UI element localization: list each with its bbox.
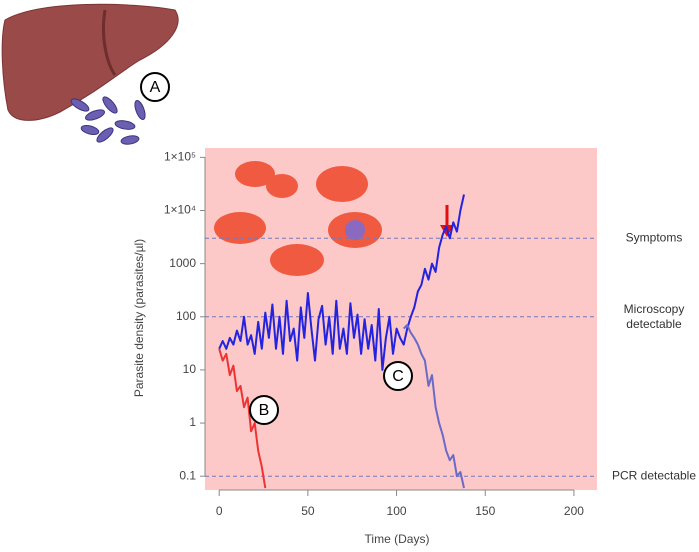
reference-label: PCR detectable — [611, 468, 697, 483]
x-tick-label: 150 — [475, 504, 495, 518]
x-tick-label: 0 — [216, 504, 223, 518]
series-line — [218, 194, 465, 371]
y-tick-label: 1 — [189, 415, 196, 429]
annotation: B — [259, 402, 270, 419]
rbc-illustration — [214, 161, 382, 276]
series-line — [218, 348, 267, 489]
y-tick-label: 1000 — [169, 256, 196, 270]
annotation-c: C — [383, 361, 413, 391]
x-axis-label: Time (Days) — [365, 532, 430, 546]
annotation-a: A — [140, 72, 170, 102]
y-tick-label: 100 — [176, 309, 196, 323]
annotation: A — [150, 79, 161, 96]
annotation-b: B — [249, 395, 279, 425]
x-tick-label: 200 — [564, 504, 584, 518]
y-tick-label: 10 — [183, 362, 197, 376]
y-tick-label: 0.1 — [179, 468, 196, 482]
liver-illustration — [1, 3, 179, 145]
y-tick-label: 1×10⁵ — [164, 150, 196, 164]
y-tick-label: 1×10⁴ — [164, 203, 196, 217]
reference-label: Symptoms — [625, 230, 683, 245]
y-axis-label: Parasite density (parasites/µl) — [132, 239, 146, 397]
annotation: C — [392, 368, 404, 385]
x-tick-label: 50 — [301, 504, 315, 518]
series-line — [402, 324, 465, 489]
reference-label: Microscopy detectable — [623, 301, 685, 331]
x-tick-label: 100 — [387, 504, 407, 518]
